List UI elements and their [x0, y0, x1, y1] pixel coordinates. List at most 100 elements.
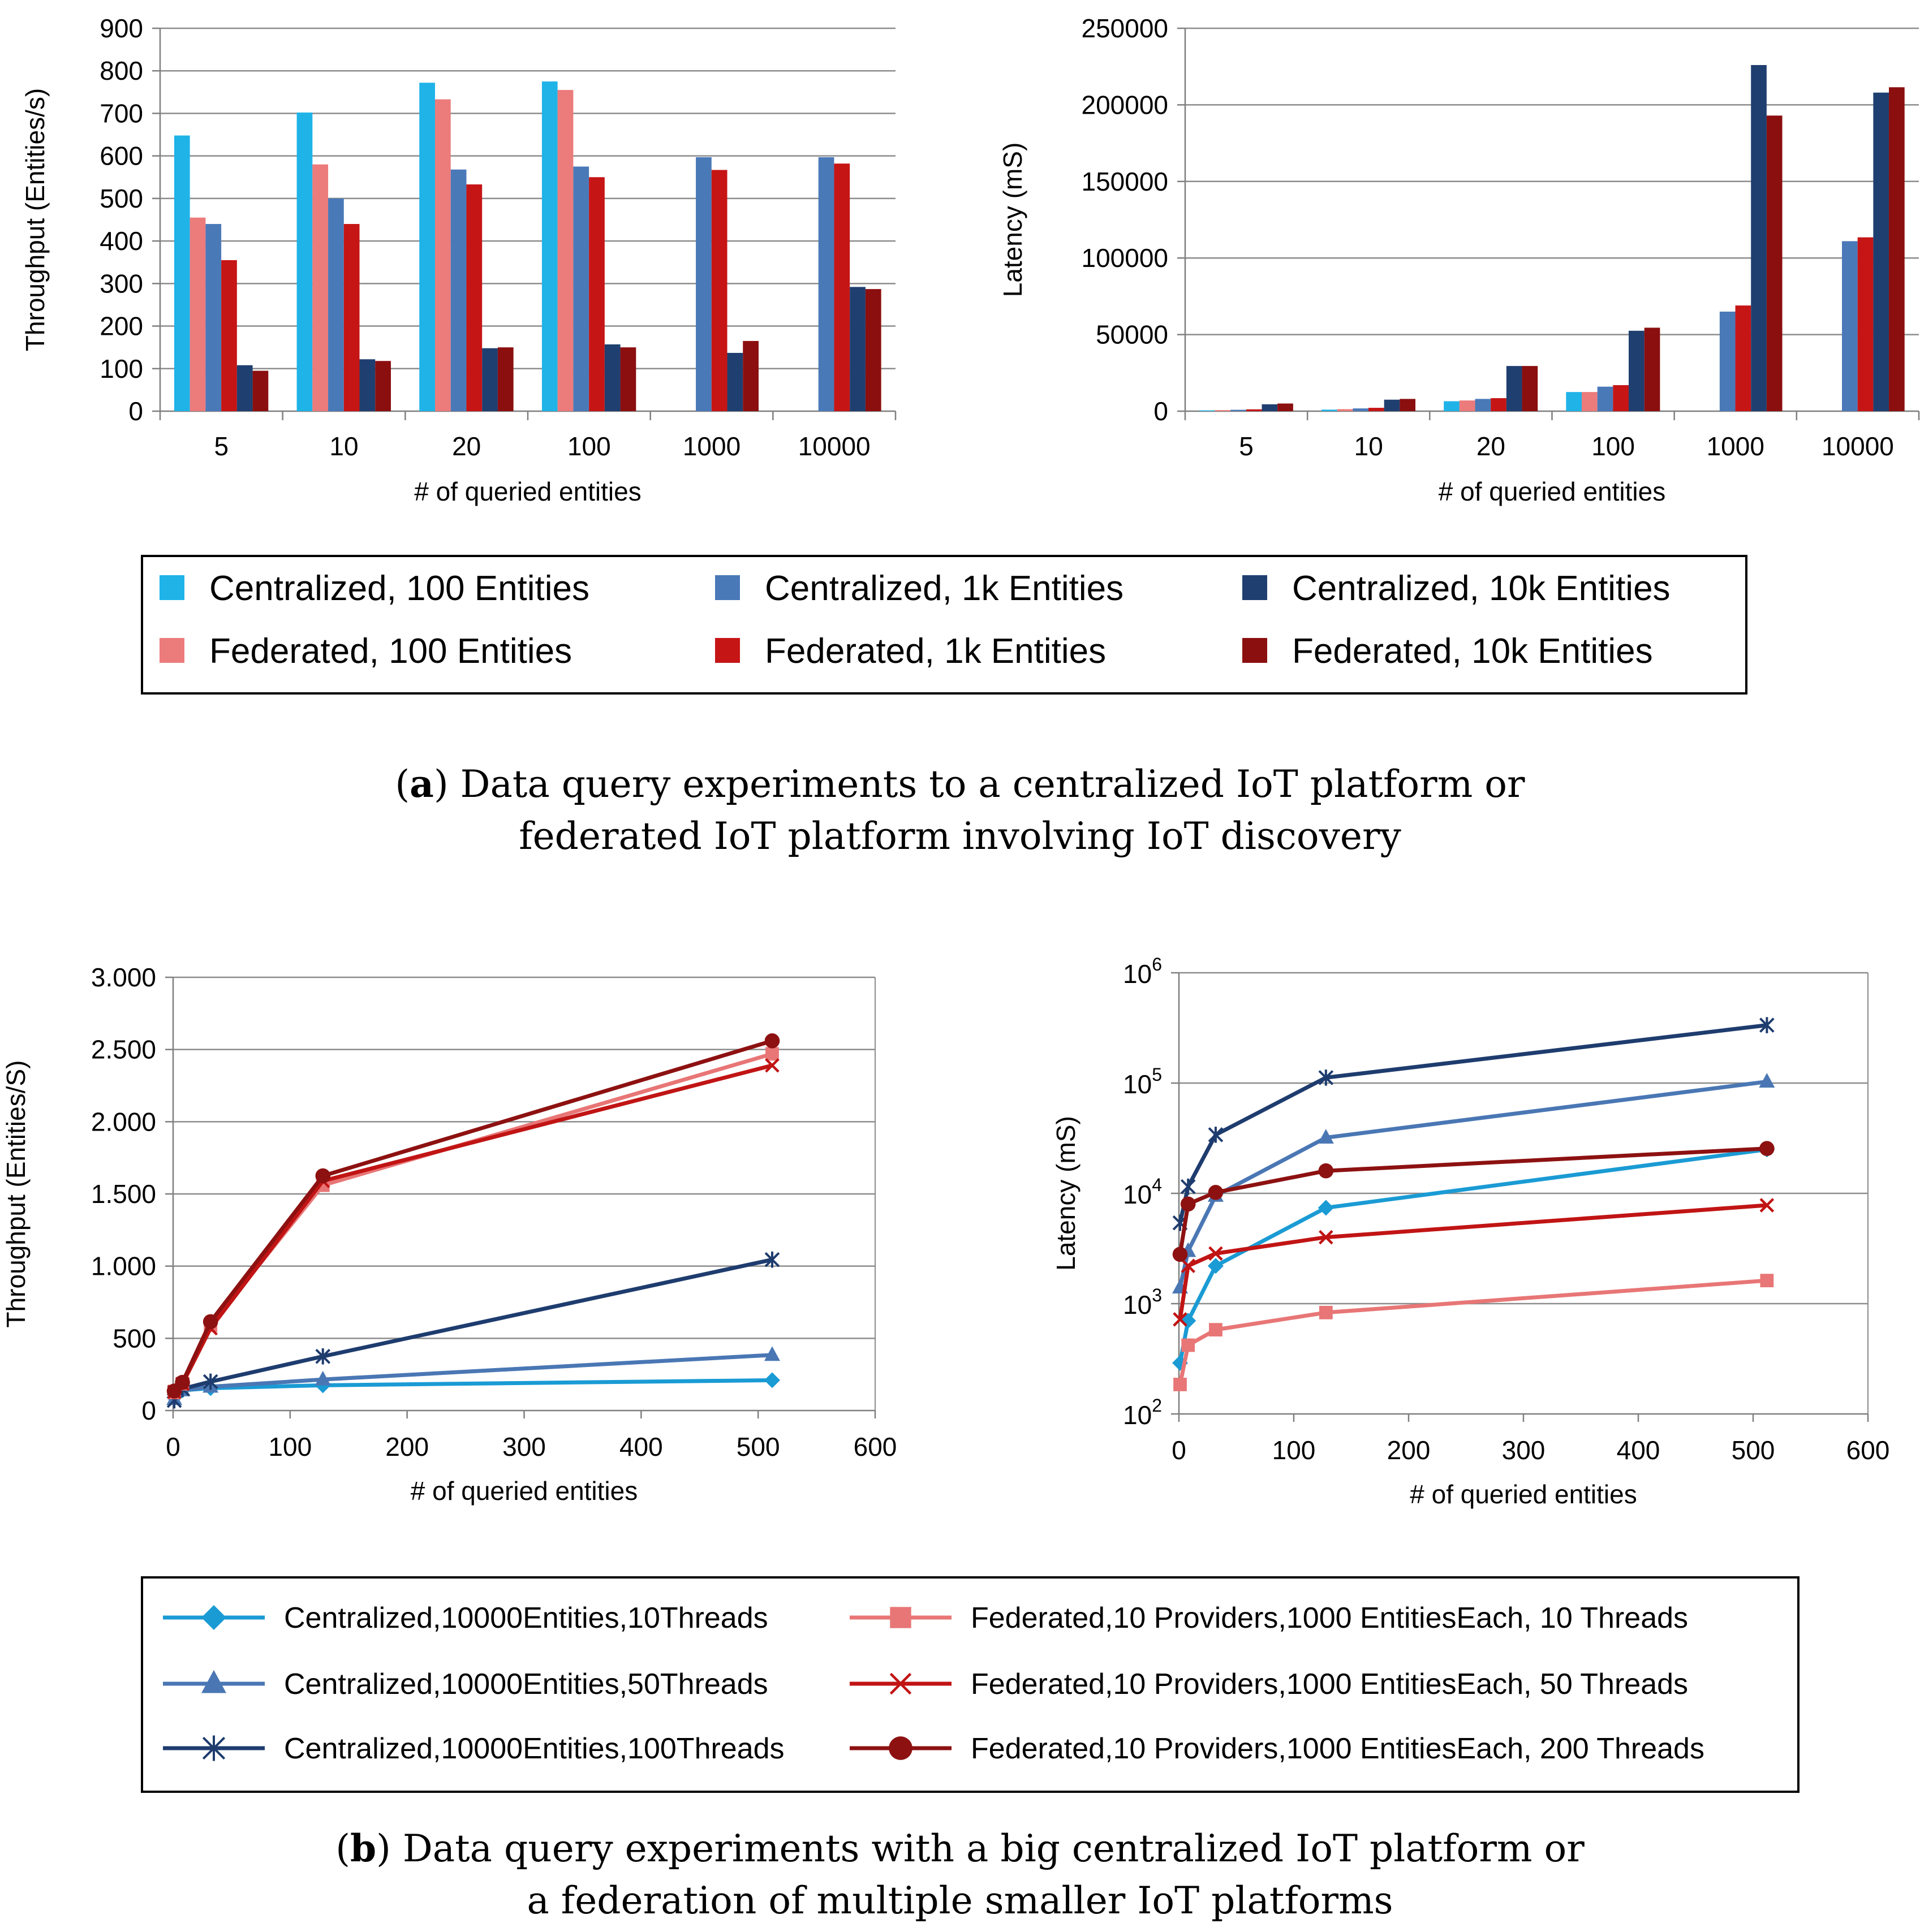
bar-centralized-10k-entities-10 — [1384, 399, 1400, 411]
x-tick-label: 10 — [1354, 432, 1383, 461]
legend-b-label-federated-10-providers-1000-entitieseach-10-threads: Federated,10 Providers,1000 EntitiesEach… — [971, 1602, 1688, 1635]
x-axis-title: # of queried entities — [1410, 1480, 1637, 1509]
bar-centralized-10k-entities-100 — [604, 344, 621, 411]
point-centralized-10000entities-10threads-512 — [764, 1372, 780, 1388]
point-centralized-10000entities-50threads-512 — [764, 1346, 780, 1361]
legend-b-frame — [141, 1576, 1800, 1793]
caption-a: (a) Data query experiments to a centrali… — [0, 758, 1920, 862]
y-tick-label: 400 — [100, 226, 143, 256]
y-tick-label: 1.500 — [91, 1179, 156, 1209]
point-centralized-10000entities-10threads-128 — [1318, 1200, 1334, 1216]
bar-federated-100-entities-5 — [190, 217, 206, 411]
x-tick-label: 400 — [619, 1432, 663, 1461]
y-tick-label: 2.500 — [91, 1035, 156, 1064]
bar-federated-1k-entities-10 — [1368, 408, 1384, 411]
y-tick-label: 900 — [100, 14, 143, 43]
x-tick-label: 1000 — [1707, 432, 1764, 461]
tick-base: 10 — [1123, 1180, 1152, 1209]
tick-base: 10 — [1123, 959, 1152, 989]
x-tick-label: 100 — [1272, 1435, 1316, 1465]
point-federated-10-providers-1000-entitieseach-200-threads-512 — [1759, 1141, 1775, 1157]
point-centralized-10000entities-50threads-128 — [1318, 1129, 1334, 1144]
y-tick-label: 150000 — [1082, 167, 1169, 196]
y-tick-label: 104 — [1123, 1175, 1162, 1209]
y-tick-label: 0 — [141, 1396, 156, 1425]
bar-centralized-100-entities-10 — [1321, 409, 1337, 411]
y-tick-label: 250000 — [1082, 14, 1169, 43]
bar-federated-10k-entities-5 — [1277, 403, 1293, 411]
legend-panel-a: Centralized, 100 Entities Centralized, 1k… — [141, 555, 1747, 695]
legend-a-label-centralized-1k-entities: Centralized, 1k Entities — [765, 569, 1123, 608]
bar-federated-1k-entities-1000 — [711, 170, 727, 411]
bar-federated-10k-entities-5 — [252, 370, 269, 411]
point-federated-10-providers-1000-entitieseach-10-threads-512 — [765, 1047, 779, 1061]
latency-bar-chart: 0 50000 100000 150000 200000 250000 5 10 20 100 10… — [998, 14, 1920, 506]
x-tick-label: 1000 — [683, 432, 741, 461]
caption-b-line1: (b) Data query experiments with a big ce… — [335, 1826, 1585, 1870]
y-tick-label: 106 — [1123, 954, 1162, 989]
bar-centralized-100-entities-20 — [419, 83, 435, 412]
x-tick-label: 5 — [214, 432, 229, 461]
bar-federated-10k-entities-1000 — [1766, 115, 1783, 411]
legend-b-marker-centralized-10000entities-10threads — [201, 1605, 226, 1630]
bar-centralized-10k-entities-20 — [1506, 366, 1522, 411]
bar-federated-100-entities-10 — [312, 164, 329, 411]
point-federated-10-providers-1000-entitieseach-50-threads-512 — [765, 1058, 780, 1073]
y-axis-title: Throughput (Entities/s) — [20, 88, 50, 351]
y-tick-label: 200 — [100, 312, 143, 341]
y-tick-label: 103 — [1123, 1285, 1162, 1319]
bar-centralized-1k-entities-10 — [1353, 408, 1369, 411]
legend-a-swatch-centralized-10k-entities — [1242, 575, 1267, 600]
bar-federated-1k-entities-20 — [1491, 398, 1506, 411]
legend-a-label-centralized-10k-entities: Centralized, 10k Entities — [1292, 569, 1671, 608]
legend-b-label-centralized-10000entities-100threads: Centralized,10000Entities,100Threads — [284, 1732, 785, 1765]
x-axis-title: # of queried entities — [414, 477, 642, 506]
legend-b-label-federated-10-providers-1000-entitieseach-200-threads: Federated,10 Providers,1000 EntitiesEach… — [971, 1732, 1704, 1765]
legend-a-label-federated-1k-entities: Federated, 1k Entities — [765, 632, 1106, 671]
bar-federated-1k-entities-1000 — [1735, 305, 1751, 411]
point-federated-10-providers-1000-entitieseach-10-threads-32 — [1209, 1323, 1222, 1337]
legend-a-swatch-federated-100-entities — [160, 638, 184, 663]
point-federated-10-providers-1000-entitieseach-200-threads-512 — [764, 1033, 780, 1049]
caption-b: (b) Data query experiments with a big ce… — [0, 1822, 1920, 1927]
bar-federated-1k-entities-10 — [343, 224, 360, 411]
caption-a-letter: a — [410, 762, 434, 806]
x-tick-label: 100 — [1591, 432, 1635, 461]
tick-exponent: 4 — [1152, 1175, 1162, 1195]
y-tick-label: 800 — [100, 56, 143, 85]
bar-federated-100-entities-100 — [557, 90, 574, 412]
tick-exponent: 5 — [1152, 1064, 1162, 1085]
point-centralized-10000entities-100threads-512 — [1759, 1017, 1775, 1033]
legend-a-frame — [141, 555, 1747, 695]
legend-b-label-centralized-10000entities-50threads: Centralized,10000Entities,50Threads — [284, 1668, 768, 1701]
bar-federated-1k-entities-5 — [1246, 409, 1262, 411]
bar-federated-10k-entities-1000 — [743, 340, 759, 411]
legend-a-label-centralized-100-entities: Centralized, 100 Entities — [209, 569, 589, 608]
point-federated-10-providers-1000-entitieseach-200-threads-1 — [1172, 1247, 1188, 1262]
legend-a-label-federated-10k-entities: Federated, 10k Entities — [1292, 632, 1653, 671]
point-federated-10-providers-1000-entitieseach-200-threads-8 — [175, 1374, 190, 1390]
point-federated-10-providers-1000-entitieseach-10-threads-128 — [1319, 1305, 1333, 1319]
bar-centralized-10k-entities-10000 — [850, 287, 866, 411]
series-line-centralized-10000entities-50threads — [173, 1353, 773, 1400]
y-tick-label: 2.000 — [91, 1107, 156, 1136]
bar-federated-10k-entities-10000 — [865, 289, 881, 411]
caption-a-line2: federated IoT platform involving IoT dis… — [519, 814, 1401, 858]
bar-federated-10k-entities-20 — [1522, 366, 1538, 411]
point-centralized-10000entities-100threads-32 — [203, 1373, 218, 1390]
x-tick-label: 600 — [1846, 1435, 1890, 1465]
point-centralized-10000entities-100threads-128 — [315, 1348, 331, 1365]
point-federated-10-providers-1000-entitieseach-10-threads-8 — [1181, 1338, 1195, 1352]
y-tick-label: 300 — [100, 269, 143, 298]
x-tick-label: 10000 — [798, 432, 871, 461]
legend-a-swatch-federated-10k-entities — [1242, 638, 1267, 663]
bar-centralized-1k-entities-1000 — [696, 157, 712, 411]
y-tick-label: 0 — [1153, 396, 1168, 426]
point-federated-10-providers-1000-entitieseach-50-threads-128 — [1319, 1230, 1333, 1245]
y-tick-label: 700 — [100, 98, 143, 128]
point-federated-10-providers-1000-entitieseach-50-threads-8 — [1181, 1258, 1196, 1274]
point-federated-10-providers-1000-entitieseach-10-threads-512 — [1760, 1274, 1774, 1288]
bar-federated-1k-entities-100 — [1613, 385, 1629, 411]
x-tick-label: 10000 — [1822, 432, 1894, 461]
tick-exponent: 3 — [1152, 1285, 1162, 1305]
